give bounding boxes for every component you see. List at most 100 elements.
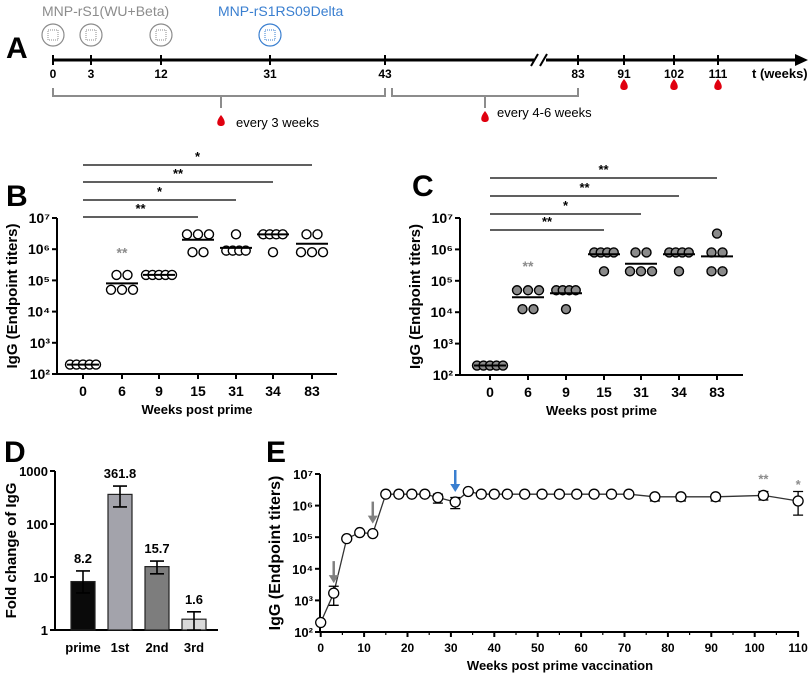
y-tick-label: 10² [30,366,51,382]
x-tick-label: 100 [745,641,765,655]
timeline-tick-label: 43 [378,67,392,81]
data-point [192,229,204,240]
significance-stars: ** [173,166,184,181]
significance-stars: ** [542,214,553,229]
timeline-tick-label: 91 [617,67,631,81]
data-point [267,247,279,258]
data-point [635,266,647,277]
y-tick-label: 10⁵ [292,530,313,545]
x-tick-label: 30 [444,641,458,655]
y-axis-title: IgG (Endpoint titers) [4,224,21,369]
microneedle-patch-icon [79,23,103,47]
x-tick-label: 9 [155,383,163,399]
x-tick-label: 34 [671,384,687,400]
vaccine1-label: MNP-rS1(WU+Beta) [42,3,169,19]
significance-stars: * [157,184,163,199]
data-point [598,266,610,277]
data-point [341,532,353,545]
significance-annotation: ** [758,471,769,486]
data-point [571,488,583,500]
data-point [105,284,117,295]
x-tick-label: 0 [79,383,87,399]
data-point [122,269,133,281]
x-tick-label: 31 [633,384,649,400]
data-point [511,285,523,296]
time-unit-label: t (weeks) [752,66,808,81]
y-tick-label: 10⁶ [431,241,453,257]
patch-grid-icon [85,29,97,41]
data-point [116,284,128,295]
patch-grid-icon [155,29,167,41]
timeline-tick-label: 83 [571,67,585,81]
x-tick-label: 15 [596,384,612,400]
data-point [488,488,500,500]
x-tick-label: 2nd [145,640,168,655]
timeline-tick-label: 0 [50,67,57,81]
y-axis-title: Fold change of IgG [3,483,20,619]
timeline-arrowhead [795,54,808,66]
data-point [187,247,198,258]
y-tick-label: 10³ [433,336,454,352]
data-point [449,496,461,508]
x-tick-label: 20 [401,641,415,655]
y-tick-label: 10² [294,625,313,640]
y-tick-label: 10³ [30,335,51,351]
data-point [630,247,641,258]
y-tick-label: 10 [34,570,48,585]
panel-label-e: E [266,436,286,469]
data-point [528,303,539,315]
y-axis-title: IgG (Endpoint titers) [407,224,424,369]
data-point [111,269,122,281]
data-point [519,488,531,500]
data-point [317,247,329,258]
y-tick-label: 10⁷ [432,210,454,226]
x-tick-label: 3rd [184,640,204,655]
y-tick-label: 10² [433,367,454,383]
significance-annotation: ** [523,258,534,274]
data-point [706,266,717,277]
bar [107,493,133,631]
significance-stars: * [195,149,201,164]
y-tick-label: 10⁶ [293,499,313,514]
data-point [315,616,327,629]
bracket-2 [391,88,579,108]
data-point [301,229,312,240]
data-point [646,266,658,277]
significance-stars: ** [579,180,590,195]
data-point [501,488,513,500]
microneedle-patch-icon [149,23,173,47]
data-point [624,266,636,277]
data-point [522,285,534,296]
data-point [536,488,548,500]
y-tick-label: 10⁴ [431,304,454,320]
x-tick-label: 34 [265,383,281,399]
x-tick-label: 9 [562,384,570,400]
axis-break-icon [530,53,548,67]
data-point [711,228,723,239]
data-point [367,527,379,540]
y-tick-label: 10⁷ [29,210,51,226]
y-tick-label: 10⁵ [431,273,453,289]
x-tick-label: 10 [357,641,371,655]
blood-drop-icon [217,115,225,126]
x-tick-label: prime [65,640,100,655]
blood-drop-icon [670,79,678,90]
timeline-panel: MNP-rS1(WU+Beta) MNP-rS1RS09Delta t (wee… [41,3,808,130]
data-point [641,247,652,258]
microneedle-patch-icon [258,23,282,47]
timeline-tick-label: 111 [709,67,728,81]
significance-annotation: ** [117,244,128,260]
error-bar [150,560,164,575]
x-tick-label: 70 [618,641,632,655]
series-line [320,490,799,623]
x-tick-label: 1st [111,640,130,655]
data-point [673,266,685,277]
data-point [649,491,661,503]
panel-label-b: B [6,180,28,213]
x-tick-label: 80 [661,641,675,655]
data-point [608,247,619,258]
x-tick-label: 0 [486,384,494,400]
x-tick-label: 110 [788,641,808,655]
